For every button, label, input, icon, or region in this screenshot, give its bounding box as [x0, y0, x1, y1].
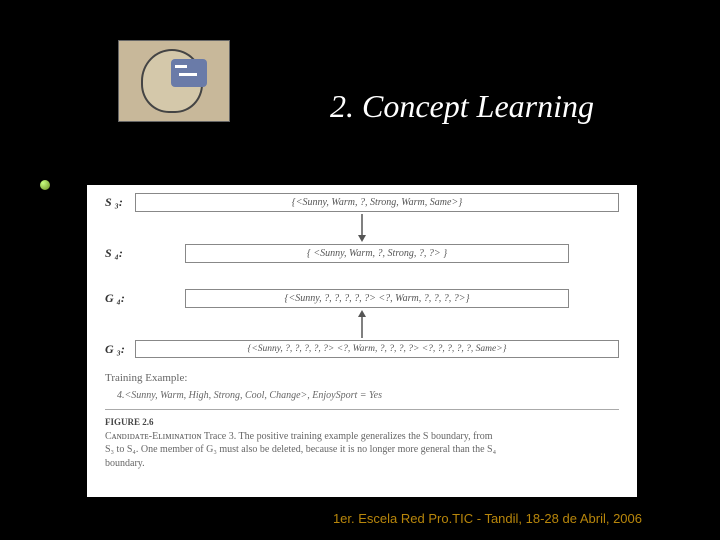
g4-row: G ₄: {<Sunny, ?, ?, ?, ?, ?> <?, Warm, ?… [105, 289, 619, 308]
logo-image [118, 40, 230, 122]
figure-divider [105, 409, 619, 410]
g3-label: G ₃: [105, 342, 135, 357]
footer-text: 1er. Escela Red Pro.TIC - Tandil, 18-28 … [333, 511, 642, 526]
figure-image: S ₃: {<Sunny, Warm, ?, Strong, Warm, Sam… [87, 185, 637, 497]
s3-box: {<Sunny, Warm, ?, Strong, Warm, Same>} [135, 193, 619, 212]
logo-brain-shape [171, 59, 207, 87]
bullet-decoration [40, 180, 50, 190]
g4-label: G ₄: [105, 291, 135, 306]
s3-label: S ₃: [105, 195, 135, 210]
figure-caption: FIGURE 2.6 Cᴀɴᴅɪᴅᴀᴛᴇ-Eʟɪᴍɪɴᴀᴛɪᴏɴ Trace 3… [105, 416, 619, 470]
arrow-s3-s4 [105, 214, 619, 242]
s4-row: S ₄: { <Sunny, Warm, ?, Strong, ?, ?> } [105, 244, 619, 263]
caption-line-1: Cᴀɴᴅɪᴅᴀᴛᴇ-Eʟɪᴍɪɴᴀᴛɪᴏɴ Trace 3. The posit… [105, 430, 619, 444]
s4-label: S ₄: [105, 246, 135, 261]
arrow-g3-g4 [105, 310, 619, 338]
figure-number: FIGURE 2.6 [105, 417, 154, 427]
s4-box: { <Sunny, Warm, ?, Strong, ?, ?> } [185, 244, 569, 263]
g3-row: G ₃: {<Sunny, ?, ?, ?, ?, ?> <?, Warm, ?… [105, 340, 619, 358]
spacer [105, 267, 619, 289]
g4-box: {<Sunny, ?, ?, ?, ?, ?> <?, Warm, ?, ?, … [185, 289, 569, 308]
g3-box: {<Sunny, ?, ?, ?, ?, ?> <?, Warm, ?, ?, … [135, 340, 619, 358]
caption-line-2: S₃ to S₄. One member of G₃ must also be … [105, 443, 619, 457]
training-label: Training Example: [105, 372, 619, 384]
caption-line-3: boundary. [105, 457, 619, 471]
s3-row: S ₃: {<Sunny, Warm, ?, Strong, Warm, Sam… [105, 193, 619, 212]
slide-title: 2. Concept Learning [330, 88, 594, 125]
training-example: 4.<Sunny, Warm, High, Strong, Cool, Chan… [117, 390, 619, 401]
